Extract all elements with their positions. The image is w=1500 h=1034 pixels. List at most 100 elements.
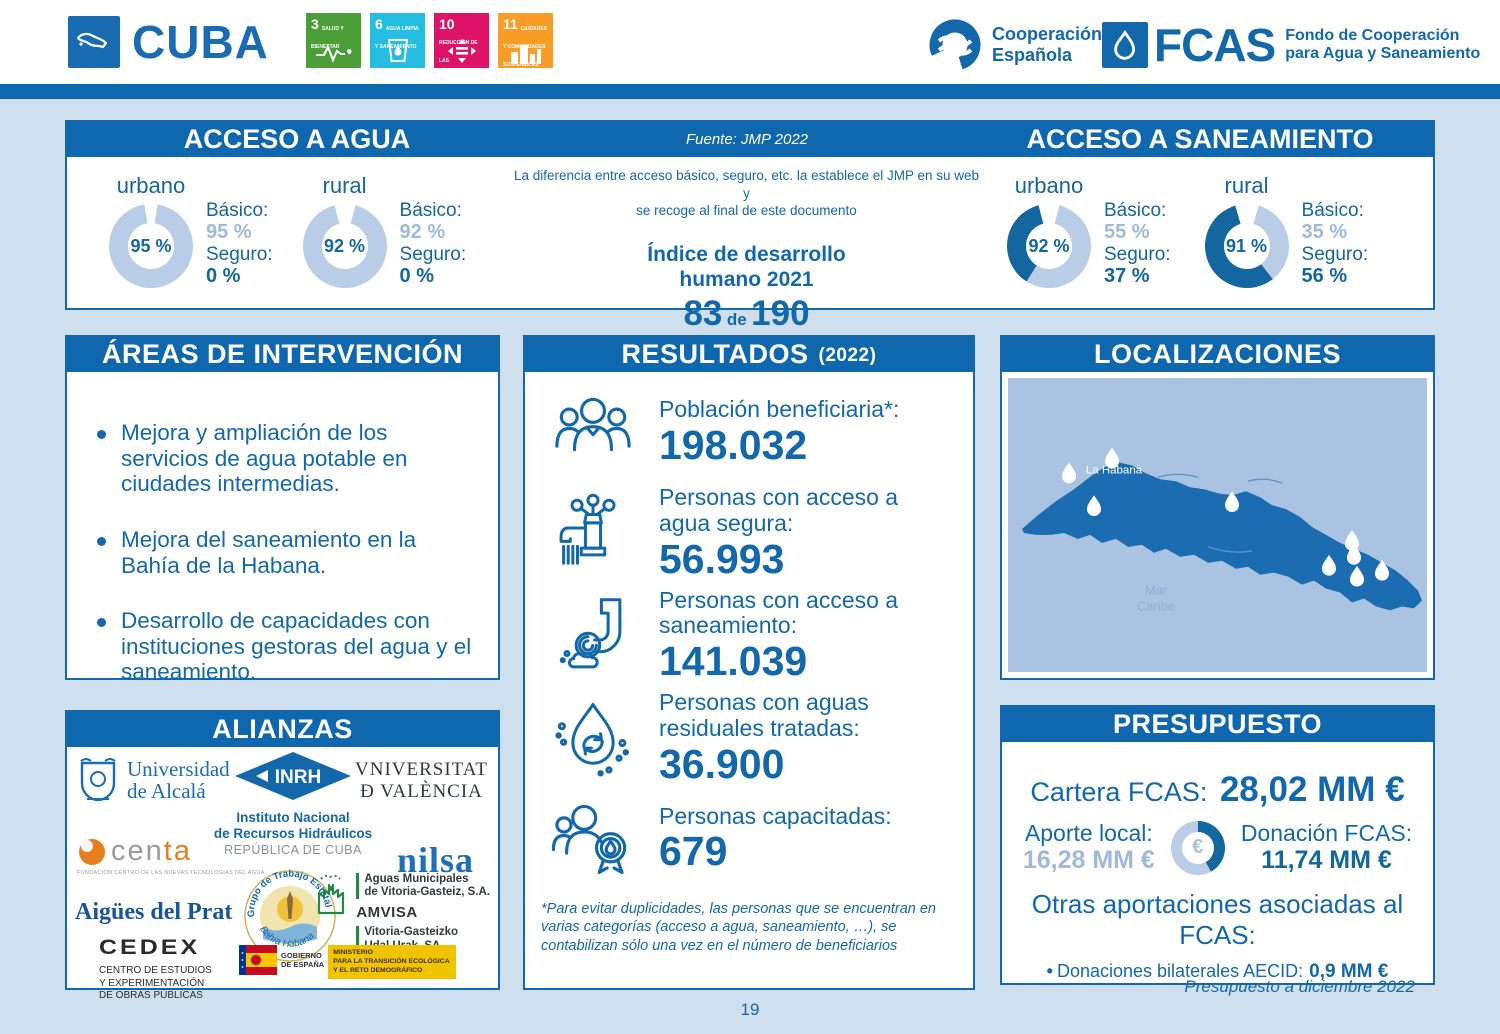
list-item: Personas capacitadas: 679 [547,793,955,885]
resultados-title-text: RESULTADOS [621,339,809,369]
result-label: Personas con acceso a saneamiento: [659,586,899,639]
resultados-year: (2022) [818,345,877,366]
aporte-label: Aporte local: [1024,820,1153,846]
amvisa-line: Aguas Municipales [364,873,469,885]
aportes-row: Aporte local: 16,28 MM € € Donación FCAS… [1002,820,1433,875]
result-label: Población beneficiaria*: [659,396,900,423]
cooperacion-espanola-logo: Cooperación Española [928,18,1102,72]
map-cays [1157,473,1199,478]
idh-value: 83 de 190 [512,294,981,334]
donut-label: rural [1224,173,1269,198]
alianzas-panel: ALIANZAS Universidad de Alcalá INRH Inst… [65,710,500,1001]
coop-wordmark: Cooperación Española [992,24,1102,65]
cartera-label: Cartera FCAS: [1030,777,1208,807]
list-item: Mejora y ampliación de los servicios de … [97,420,472,497]
sdg-number: 6 [375,16,383,32]
cuba-island-icon [68,16,120,68]
gob-line2: DE ESPAÑA [281,960,325,969]
agua-rural-donut-chart: 92 % [302,204,387,288]
fcas-wordmark: Fondo de Cooperación para Agua y Saneami… [1285,27,1480,64]
cedex-logo: CEDEX CENTRO DE ESTUDIOS Y EXPERIMENTACI… [99,933,212,1003]
amvisa-entry: Aguas Municipales de Vitoria-Gasteiz, S.… [356,873,490,900]
legend-basico-value: 35 % [1301,221,1348,244]
legend-seguro-label: Seguro: [1104,243,1171,265]
area-text: Mejora y ampliación de los servicios de … [121,420,408,497]
inrh-acronym: INRH [275,767,321,788]
donacion-value: 11,74 MM € [1261,846,1392,875]
cedex-caption: CENTRO DE ESTUDIOS Y EXPERIMENTACIÓN DE … [99,965,212,1003]
bullet-icon [97,430,106,439]
acceso-agua-title: ACCESO A AGUA [183,124,411,154]
idh-title-line2: humano 2021 [679,267,814,291]
donut-legend: Básico: 55 % Seguro: 37 % [1104,200,1171,287]
sdg6-icon: 6 AGUA LIMPIA Y SANEAMIENTO [370,13,425,68]
acceso-panel: ACCESO A AGUA Fuente: JMP 2022 ACCESO A … [65,120,1435,333]
presupuesto-fecha: Presupuesto a diciembre 2022 [1184,977,1415,996]
list-item: Personas con acceso a agua segura: 56.99… [547,484,955,581]
water-glass-glyph [387,39,408,62]
coop-line2: Española [992,45,1073,65]
cartera-row: Cartera FCAS: 28,02 MM € [1002,770,1433,810]
bullet-icon: • [1046,961,1053,982]
legend-basico-label: Básico: [206,200,269,221]
bilateral-label: Donaciones bilaterales AECID: [1056,961,1304,982]
amvisa-emblem-icon [318,874,345,915]
centa-sphere-icon [79,838,105,865]
acceso-saneamiento-title: ACCESO A SANEAMIENTO [1026,124,1374,154]
equality-glyph [447,39,476,63]
cedex-wordmark: CEDEX [99,935,201,959]
legend-seguro-label: Seguro: [206,243,273,265]
fcas-acronym: FCAS [1154,19,1276,71]
gob-line1: GOBIERNO [281,951,322,960]
coop-c-wave-icon [929,19,981,71]
result-label: Personas con acceso a agua segura: [659,484,899,536]
amvisa-logo: Aguas Municipales de Vitoria-Gasteiz, S.… [313,873,490,953]
budget-donut-chart: € [1170,820,1225,875]
cuba-logo: CUBA [68,15,269,69]
cuba-map: La Habana Mar Caribe [1008,378,1427,672]
inrh-line1: Instituto Nacional [236,810,350,825]
legend-seguro-value: 56 % [1301,264,1348,287]
uv-line2: Đ VALÈNCIA [360,780,483,802]
treated-water-icon [547,692,639,784]
sdg3-icon: 3 SALUD Y BIENESTAR [306,13,361,68]
legend-basico-label: Básico: [399,200,462,221]
legend-basico-value: 92 % [399,221,446,244]
localizaciones-title: LOCALIZACIONES [1002,337,1433,372]
idh-zone: La diferencia entre acceso básico, segur… [512,157,981,333]
centa-logo: centa FUNDACIÓN CENTRO DE LAS NUEVAS TEC… [77,835,265,876]
result-label: Personas capacitadas: [659,802,892,829]
donut-center-value: 92 % [324,235,366,256]
coop-line1: Cooperación [992,24,1103,45]
cedex-caption-line: CENTRO DE ESTUDIOS [99,965,212,976]
amvisa-name: AMVISA [356,904,418,922]
spain-flag-icon [239,945,277,975]
legend-basico-value: 95 % [206,221,252,244]
min-line2: PARA LA TRANSICIÓN ECOLÓGICA [333,957,450,965]
map-cays [1207,546,1253,553]
result-label: Personas con aguas residuales tratadas: [659,689,869,741]
bullet-icon [97,536,106,546]
gobierno-espana-logo: GOBIERNO DE ESPAÑA MINISTERIO PARA LA TR… [239,945,457,980]
map-cays [1247,478,1283,484]
sdg11-icon: 11 CIUDADES Y COMUNIDADES SOSTENIBLES [498,13,553,68]
idh-rank: 83 [683,294,723,334]
bilateral-row: • Donaciones bilaterales AECID: 0,9 MM € [1002,961,1433,983]
list-item: Desarrollo de capacidades con institucio… [97,608,472,685]
sdg-label: AGUA LIMPIA Y SANEAMIENTO [375,26,419,50]
euro-icon: € [1192,836,1204,859]
area-text: Mejora del saneamiento en la Bahía de la… [121,526,417,578]
donut-label: rural [322,173,367,198]
list-item: Población beneficiaria*: 198.032 [547,386,955,478]
legend-seguro-value: 0 % [399,264,435,287]
jmp-note: La diferencia entre acceso básico, segur… [512,167,981,220]
agua-rural-group: rural 92 % Básico: 92 % Seguro: 0 % [302,157,466,308]
centa-gray: cen [111,835,164,867]
uah-wordmark: Universidad de Alcalá [127,758,230,802]
centa-caption: FUNDACIÓN CENTRO DE LAS NUEVAS TECNOLOGÍ… [77,870,265,876]
otras-aportaciones-label: Otras aportaciones asociadas al FCAS: [1031,889,1404,951]
inrh-caption: Instituto Nacional de Recursos Hidráulic… [213,810,373,842]
fcas-line2: para Agua y Saneamiento [1285,45,1481,62]
universidad-alcala-logo: Universidad de Alcalá [77,757,230,803]
donacion-fcas: Donación FCAS: 11,74 MM € [1241,820,1412,875]
